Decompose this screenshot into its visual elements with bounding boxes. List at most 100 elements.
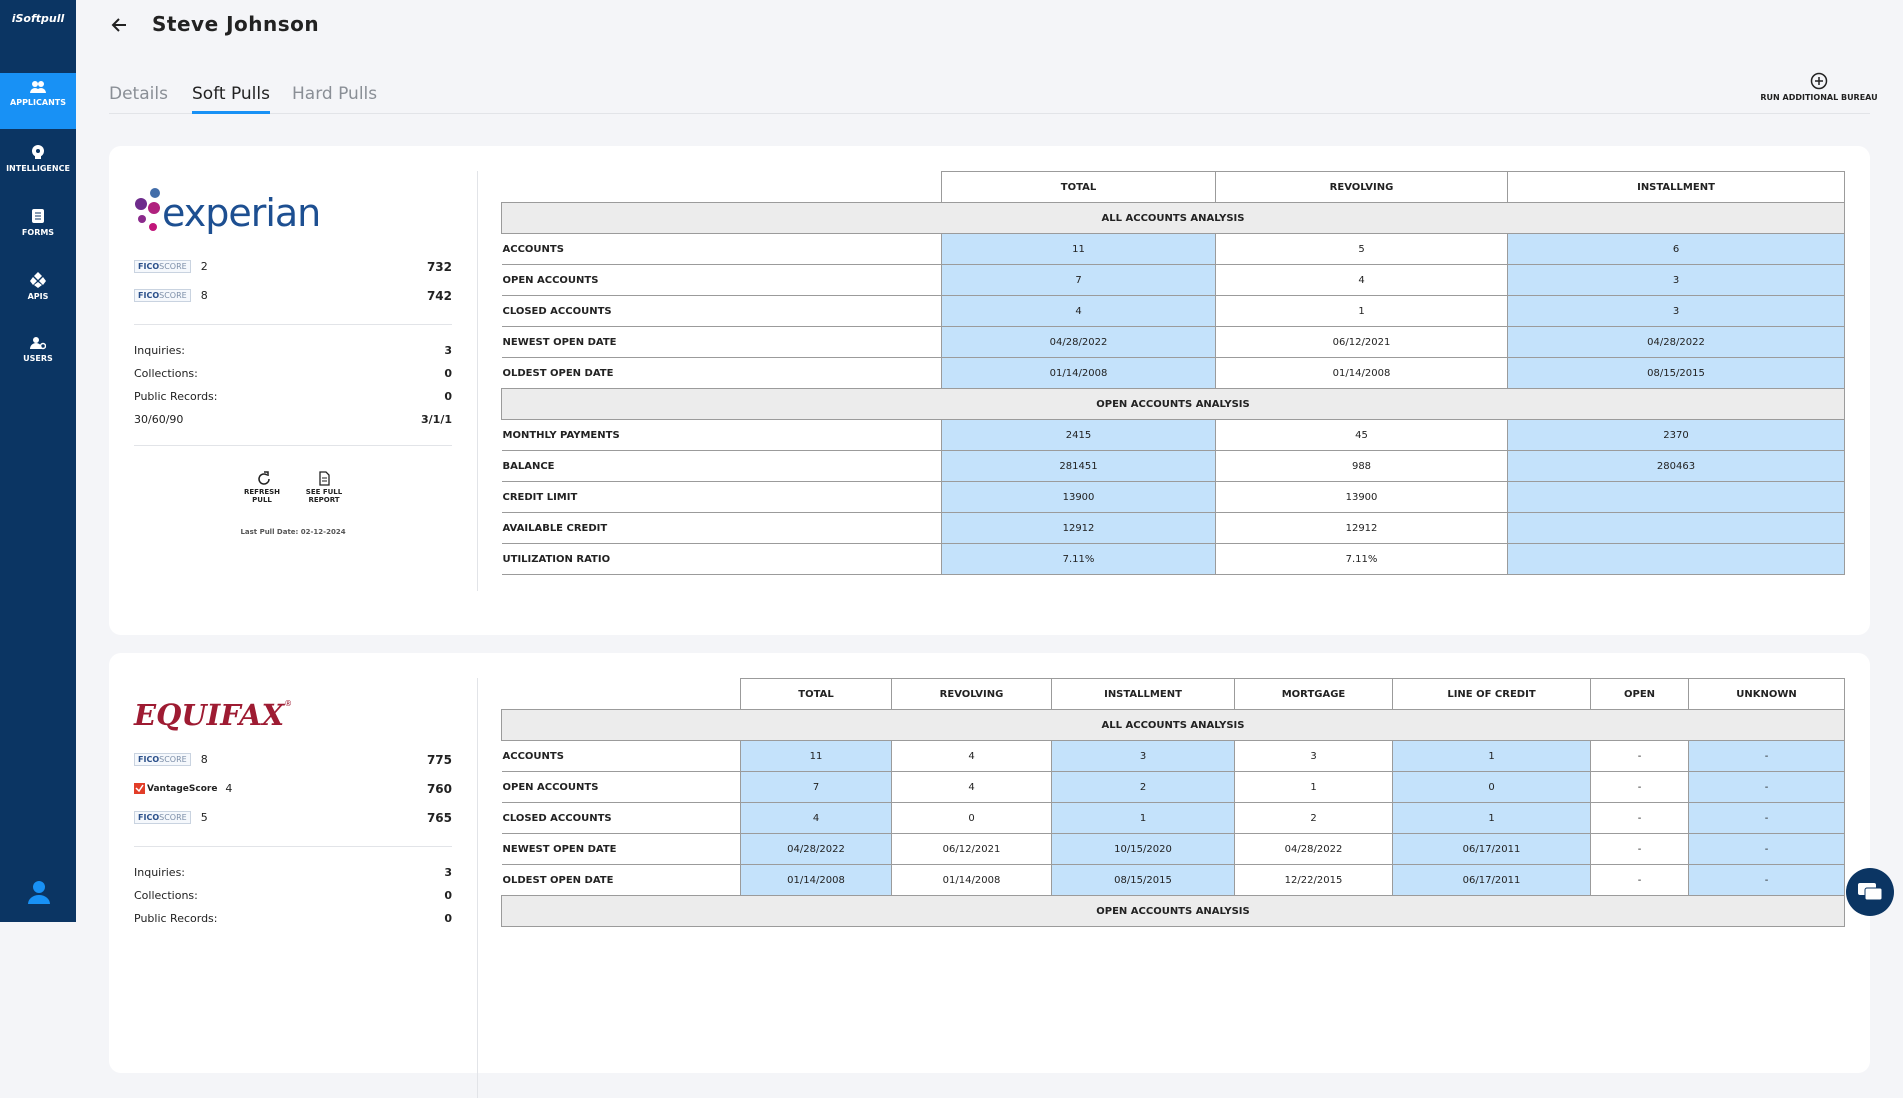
cell	[1507, 543, 1845, 575]
badge-kind: SCORE	[159, 813, 187, 822]
header-row: TOTAL REVOLVING INSTALLMENT MORTGAGE LINE OF…	[501, 678, 1845, 710]
cell: -	[1590, 740, 1689, 772]
nav-item[interactable]: FORMS	[0, 201, 76, 257]
data-row: CLOSED ACCOUNTS 4 0 1 2 1- -	[501, 802, 1845, 834]
icon	[1858, 883, 1883, 901]
divider	[134, 846, 452, 847]
stat-value: 3	[444, 866, 452, 879]
blank-header	[501, 678, 741, 710]
nav-item[interactable]: APPLICANTS	[0, 73, 76, 129]
icon	[30, 337, 46, 350]
blank-header	[501, 171, 942, 203]
nav-item[interactable]: APIS	[0, 265, 76, 321]
cell: -	[1688, 802, 1845, 834]
last-pull-date: Last Pull Date: 02-12-2024	[240, 528, 346, 536]
data-row: ACCOUNTS 11 5 6	[501, 233, 1845, 265]
cell	[1507, 481, 1845, 513]
cell: 1	[1051, 802, 1235, 834]
action-button[interactable]: SEE FULL REPORT	[304, 471, 344, 504]
section-title: ALL ACCOUNTS ANALYSIS	[501, 202, 1845, 234]
section-row: OPEN ACCOUNTS ANALYSIS	[501, 388, 1845, 420]
score-row: FICO SCORE 8 742	[134, 281, 452, 310]
action-button[interactable]: REFRESH PULL	[242, 471, 282, 504]
cell: 0	[1392, 771, 1591, 803]
column-header: REVOLVING	[1215, 171, 1508, 203]
sidebar: iSoftpull APPLICANTS INTELLIGENCE FORMS …	[0, 0, 76, 922]
cell: -	[1590, 802, 1689, 834]
chat-button[interactable]	[1846, 868, 1894, 916]
data-row: OPEN ACCOUNTS 7 4 3	[501, 264, 1845, 296]
row-label: BALANCE	[501, 450, 942, 482]
logo-text: experian	[162, 191, 321, 235]
column-header: UNKNOWN	[1688, 678, 1845, 710]
stat-row: Inquiries: 3	[134, 339, 452, 362]
cell: 12912	[1215, 512, 1508, 544]
column-header: REVOLVING	[891, 678, 1052, 710]
bureau-logo: EQUIFAX ®	[134, 685, 452, 745]
nav-item[interactable]: USERS	[0, 329, 76, 385]
cell: 06/17/2011	[1392, 864, 1591, 896]
cell: 11	[941, 233, 1216, 265]
data-row: AVAILABLE CREDIT 12912 12912	[501, 512, 1845, 544]
row-label: CLOSED ACCOUNTS	[501, 295, 942, 327]
score-version: 4	[225, 782, 233, 795]
stat-row: Collections: 0	[134, 884, 452, 907]
profile-icon[interactable]	[28, 880, 50, 904]
stat-label: Inquiries:	[134, 866, 186, 879]
section-title: OPEN ACCOUNTS ANALYSIS	[501, 388, 1845, 420]
tab[interactable]: Hard Pulls	[292, 84, 378, 104]
cell: 13900	[1215, 481, 1508, 513]
divider	[134, 324, 452, 325]
cell: -	[1688, 740, 1845, 772]
header-row: TOTAL REVOLVING INSTALLMENT	[501, 171, 1845, 203]
cell: 2370	[1507, 419, 1845, 451]
row-label: ACCOUNTS	[501, 740, 741, 772]
back-button[interactable]	[110, 16, 128, 34]
stat-label: Collections:	[134, 889, 198, 902]
tab[interactable]: Soft Pulls	[192, 84, 270, 114]
left-panel: experian FICO SCORE 2 732 FICO SCORE 8 742 Inquir…	[134, 174, 452, 536]
nav-label: INTELLIGENCE	[6, 164, 70, 173]
icon	[32, 145, 44, 159]
nav-label: APPLICANTS	[10, 98, 66, 107]
data-row: NEWEST OPEN DATE 04/28/2022 06/12/2021 10/1…	[501, 833, 1845, 865]
cell: 1	[1392, 740, 1591, 772]
cell: 3	[1507, 295, 1845, 327]
data-row: OPEN ACCOUNTS 7 4 2 1 0- -	[501, 771, 1845, 803]
stat-label: Public Records:	[134, 912, 218, 925]
cell	[1507, 512, 1845, 544]
action-label: SEE FULL REPORT	[305, 488, 343, 504]
cell: 04/28/2022	[941, 326, 1216, 358]
column-header: TOTAL	[941, 171, 1216, 203]
page-title: Steve Johnson	[152, 12, 320, 36]
tab[interactable]: Details	[109, 84, 168, 104]
report-card: EQUIFAX ® FICO SCORE 8 775 VantageScore 4 760 FIC…	[109, 653, 1870, 1098]
cell: 06/12/2021	[1215, 326, 1508, 358]
nav-item[interactable]: INTELLIGENCE	[0, 137, 76, 193]
cell: -	[1688, 771, 1845, 803]
divider	[134, 445, 452, 446]
score-badge: FICO SCORE	[134, 811, 191, 824]
stat-row: Public Records: 0	[134, 385, 452, 408]
cell: 06/12/2021	[891, 833, 1052, 865]
cell: 1	[1215, 295, 1508, 327]
score-badge: FICO SCORE	[134, 753, 191, 766]
stat-row: Collections: 0	[134, 362, 452, 385]
score-version: 8	[200, 289, 208, 302]
score-badge: FICO SCORE	[134, 289, 191, 302]
brand-logo[interactable]: iSoftpull	[11, 12, 65, 25]
cell: 01/14/2008	[941, 357, 1216, 389]
nav-label: FORMS	[21, 228, 55, 237]
badge-kind: SCORE	[159, 755, 187, 764]
stat-label: Inquiries:	[134, 344, 186, 357]
badge-brand: VantageScore	[147, 783, 218, 794]
cell: 988	[1215, 450, 1508, 482]
bureau-logo: experian	[134, 174, 452, 252]
icon	[318, 471, 330, 486]
run-bureau-button[interactable]: RUN ADDITIONAL BUREAU	[1760, 72, 1878, 102]
badge-brand: FICO	[138, 755, 160, 764]
cell: 7	[941, 264, 1216, 296]
cell: 12/22/2015	[1234, 864, 1393, 896]
